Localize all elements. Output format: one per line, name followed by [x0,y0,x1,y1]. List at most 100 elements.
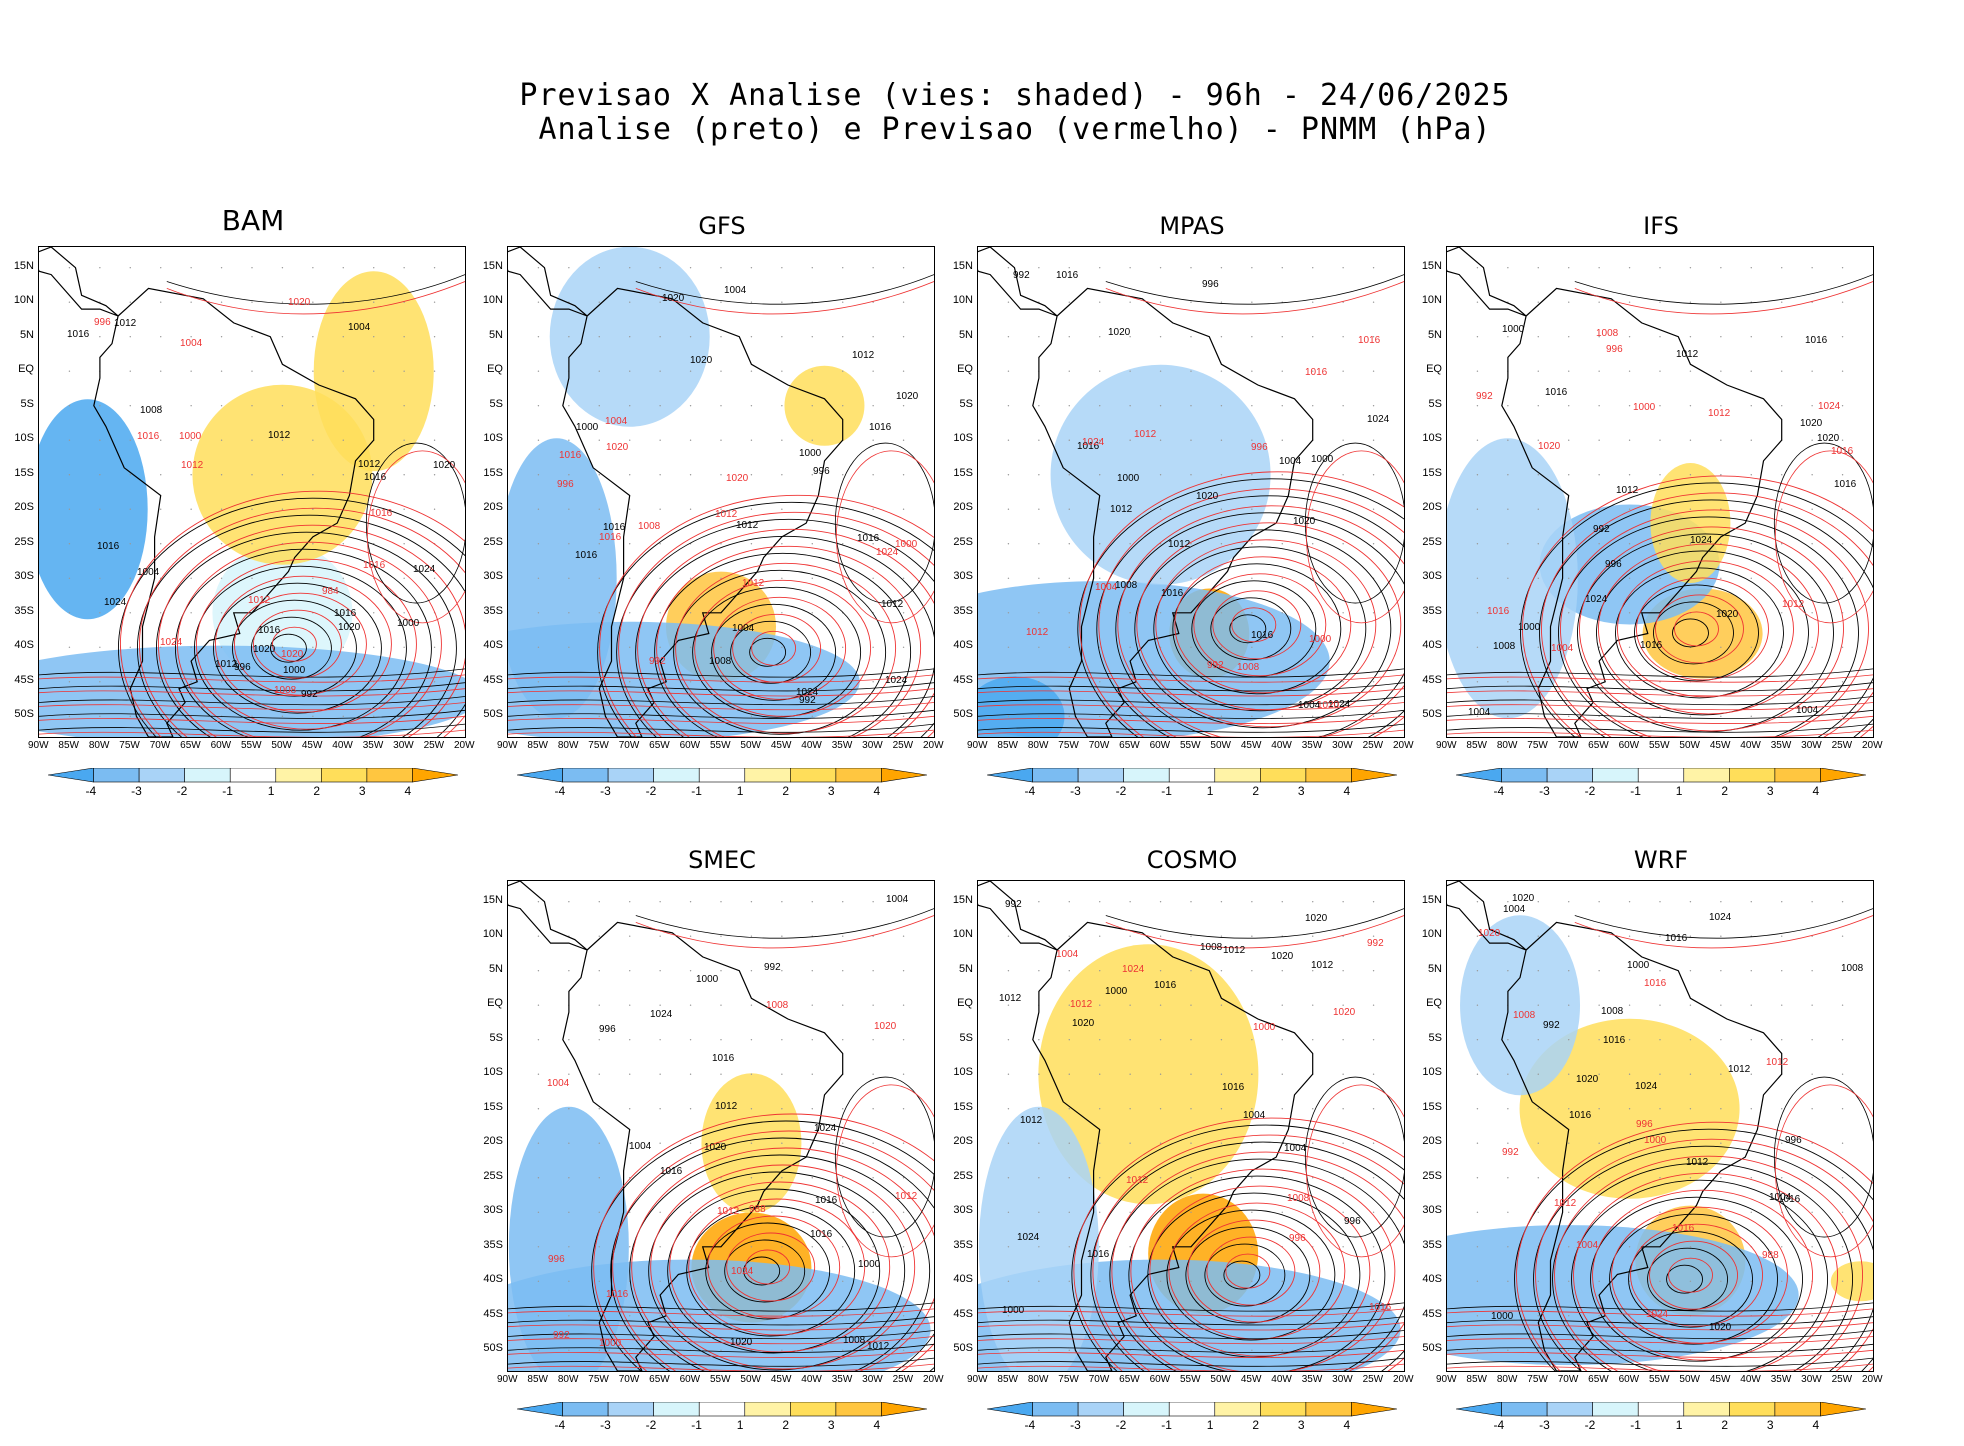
analysis-isobar [654,552,912,737]
colorbar-tick: 4 [404,784,412,798]
forecast-contour-label: 1024 [1082,437,1105,448]
forecast-isobar [726,1232,816,1302]
latitude-label: 25S [953,1169,973,1182]
forecast-isobar [1206,1236,1296,1306]
forecast-isobar [1579,526,1844,732]
analysis-contour-label: 1008 [1493,641,1516,652]
forecast-isobar [252,609,342,679]
colorbar-tick: -1 [1161,784,1172,798]
latitude-label: 20S [14,501,34,514]
longitude-label: 90W [967,740,988,751]
forecast-contour-label: 1016 [1831,446,1854,457]
analysis-contour-label: 1000 [1627,960,1650,971]
pressure-bias-map: 1016101210161020102410201016101210081004… [508,881,934,1371]
forecast-contour-label: 1016 [363,560,386,571]
forecast-contour-label: 1020 [1317,700,1340,711]
forecast-isobar [694,579,872,717]
forecast-isobar [1630,1223,1763,1327]
longitude-label: 40W [801,1374,822,1385]
colorbar: -4 -3 -2 -1 1 2 3 4 [516,1401,928,1442]
colorbar-tick: -3 [600,1418,611,1432]
latitude-label: 10N [952,928,973,941]
forecast-contour-label: 1016 [137,431,160,442]
bias-shading [39,645,465,737]
analysis-contour-label: 1024 [1585,594,1608,605]
analysis-isobar [1166,1209,1336,1341]
analysis-contour-label: 1024 [1709,912,1732,923]
analysis-isobar [705,1222,831,1320]
analysis-contour-label: 1012 [881,599,904,610]
forecast-contour-label: 1024 [1818,401,1841,412]
longitude-label: 55W [710,740,731,751]
latitude-label: EQ [487,363,503,376]
longitude-label: 60W [1618,740,1640,751]
map-area: 1012 1016 1012 1016 1020 1024 1020 1016 1012 1008… [507,246,935,738]
colorbar-tick: 1 [1675,1418,1683,1432]
forecast-isobar [1136,522,1402,728]
analysis-contour-label: 992 [764,962,781,973]
analysis-contour-label: 1016 [67,329,90,340]
longitude-label: 60W [679,740,701,751]
analysis-isobar [1204,1243,1286,1307]
forecast-isobar [650,1164,916,1370]
analysis-contour-label: 1024 [1367,414,1390,425]
analysis-contour-label: 1020 [896,391,919,402]
analysis-contour-label: 992 [301,689,318,700]
colorbar-tick: -4 [85,784,97,798]
latitude-label: 10S [953,432,973,445]
latitude-label: 15N [952,893,973,906]
panel-mpas: MPAS 1012 1016 1016 1020 1024 1020 1016 1012 1008… [953,212,1414,812]
analysis-contour-label: 992 [1013,270,1030,281]
latitude-label: EQ [487,997,503,1010]
analysis-contour-label: 1008 [140,405,163,416]
forecast-isobar [745,1249,791,1285]
analysis-isobar [118,497,465,737]
analysis-isobar [1596,550,1809,716]
coastline [93,287,375,737]
forecast-isobar [599,494,934,737]
forecast-isobar [1522,475,1873,737]
latitude-label: 35S [953,1238,973,1251]
analysis-contour-label: 1004 [724,285,747,296]
forecast-isobar [1516,1121,1873,1371]
analysis-contour-label: 1020 [730,1337,753,1348]
longitude-label: 75W [1527,1374,1548,1385]
longitude-label: 90W [497,1374,518,1385]
longitude-label: 45W [1240,740,1262,751]
analysis-isobar [1552,1162,1853,1371]
analysis-contour-label: 1020 [1817,433,1840,444]
pressure-bias-map: 1012101610121016102010241020101610121008… [978,881,1404,1371]
colorbar-tick: 2 [782,784,790,798]
forecast-isobar [120,490,465,737]
forecast-contour-label: 1012 [1126,1175,1149,1186]
colorbar-tick: -3 [1539,1418,1550,1432]
map-area: 1012 1016 1016 1020 1024 1020 1016 1012 1008 1004… [977,246,1405,738]
analysis-contour-label: 1012 [1686,1157,1709,1168]
analysis-isobar [673,569,887,735]
longitude-label: 20W [1393,740,1414,751]
forecast-contour-label: 1004 [1551,643,1574,654]
longitude-label: 30W [1801,740,1822,751]
forecast-contour-label: 1016 [1358,335,1381,346]
forecast-contour-label: 1024 [1122,964,1145,975]
analysis-isobar [1128,1175,1386,1371]
colorbar-tick: 3 [358,784,366,798]
latitude-label: 15N [482,259,503,272]
latitude-label: 5S [959,397,973,410]
latitude-label: 20S [483,501,503,514]
colorbar-tick: -2 [1115,1418,1127,1432]
analysis-contour-label: 1024 [1635,1081,1658,1092]
analysis-contour-label: 996 [1785,1135,1802,1146]
latitude-label: 10N [482,294,503,307]
analysis-contour-label: 1004 [732,623,755,634]
longitude-label: 90W [1436,740,1457,751]
analysis-isobar [711,603,837,701]
analysis-contour-label: 1012 [114,318,137,329]
forecast-contour-label: 1000 [1633,402,1656,413]
forecast-contour-label: 1020 [281,649,304,660]
forecast-contour-label: 1012 [248,595,271,606]
analysis-contour-label: 1012 [852,350,875,361]
longitude-label: 30W [393,740,414,751]
colorbar-tick: 3 [1766,1418,1774,1432]
forecast-isobar [618,511,934,737]
